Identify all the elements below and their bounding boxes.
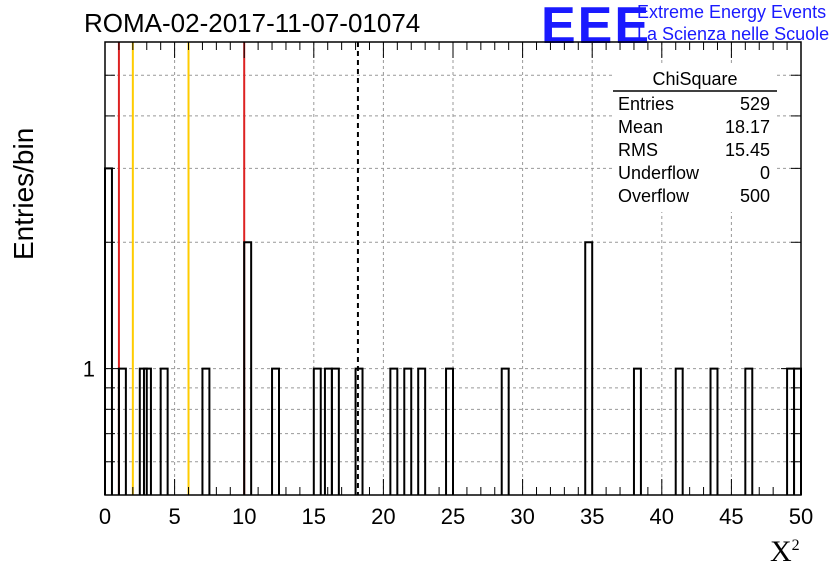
stats-row-label: Overflow xyxy=(618,186,690,206)
histogram-bin xyxy=(709,367,719,495)
histogram-bin xyxy=(142,367,152,495)
x-tick-label: 30 xyxy=(510,504,534,529)
histogram-bin xyxy=(271,367,280,495)
histogram-bin xyxy=(632,367,642,495)
histogram-bin xyxy=(445,367,454,495)
histogram-bin xyxy=(417,367,427,495)
histogram-bin xyxy=(312,367,322,495)
logo-tagline-1: Extreme Energy Events xyxy=(637,2,827,22)
histogram-bin xyxy=(744,367,754,495)
stats-row-value: 15.45 xyxy=(725,140,770,160)
eee-logo: EEE xyxy=(541,0,652,55)
histogram-bin xyxy=(389,367,399,495)
stats-row-label: RMS xyxy=(618,140,658,160)
histogram-bin xyxy=(500,367,510,495)
histogram-bin xyxy=(243,241,253,495)
stats-row-value: 18.17 xyxy=(725,117,770,137)
x-tick-label: 20 xyxy=(371,504,395,529)
histogram-bin xyxy=(159,367,169,495)
stats-row-value: 529 xyxy=(740,94,770,114)
x-tick-label: 35 xyxy=(580,504,604,529)
histogram-bin xyxy=(584,241,594,495)
x-axis-label-superscript: 2 xyxy=(791,537,800,554)
stats-row-label: Mean xyxy=(618,117,663,137)
stats-row-value: 0 xyxy=(760,163,770,183)
stats-row-label: Underflow xyxy=(618,163,700,183)
x-tick-label: 25 xyxy=(441,504,465,529)
x-tick-label: 15 xyxy=(302,504,326,529)
logo-tagline-2: La Scienza nelle Scuole xyxy=(637,24,830,44)
y-tick-label: 1 xyxy=(83,357,95,382)
stats-box-title: ChiSquare xyxy=(652,69,737,89)
histogram-bin xyxy=(330,367,340,495)
x-tick-label: 50 xyxy=(789,504,813,529)
x-tick-label: 40 xyxy=(650,504,674,529)
x-tick-label: 45 xyxy=(719,504,743,529)
histogram-bin xyxy=(104,167,113,495)
histogram-bin xyxy=(403,367,413,495)
x-tick-label: 10 xyxy=(232,504,256,529)
x-tick-label: 5 xyxy=(168,504,180,529)
stats-row-label: Entries xyxy=(618,94,674,114)
stats-row-value: 500 xyxy=(740,186,770,206)
x-axis-label-text: X xyxy=(770,535,792,568)
histogram-bin xyxy=(354,367,364,495)
histogram-bin xyxy=(674,367,684,495)
chart-title: ROMA-02-2017-11-07-01074 xyxy=(84,8,421,38)
x-axis-label: X2 xyxy=(770,535,800,569)
x-tick-label: 0 xyxy=(99,504,111,529)
histogram-bin xyxy=(201,367,211,495)
